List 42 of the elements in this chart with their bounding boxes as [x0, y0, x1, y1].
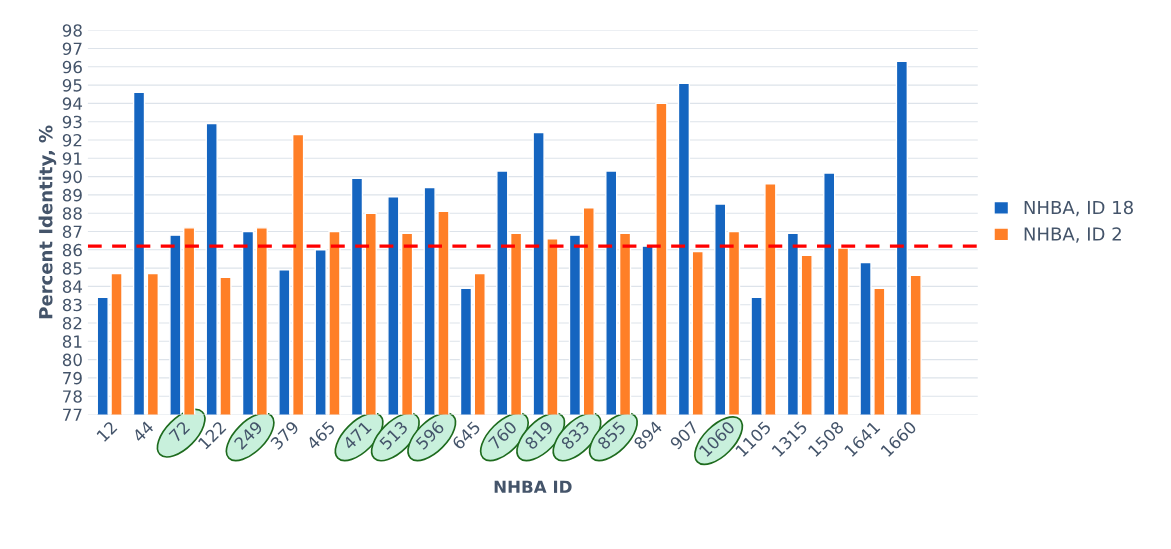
x-tick-label: 833 — [560, 420, 591, 451]
y-tick-label: 95 — [62, 79, 82, 92]
x-tick-label: 471 — [342, 420, 372, 451]
y-tick-label: 89 — [62, 188, 82, 202]
legend-label: NHBA, ID 2 — [1024, 227, 1121, 243]
y-tick-label: 96 — [62, 60, 82, 74]
x-tick-label: 819 — [524, 420, 554, 451]
y-tick-label: 97 — [62, 42, 82, 56]
x-tick-label: 249 — [233, 420, 264, 451]
x-tick-label: 855 — [596, 420, 627, 451]
x-tick-label: 513 — [378, 420, 409, 451]
y-tick-label: 77 — [63, 408, 82, 421]
x-tick-label: 122 — [197, 420, 227, 450]
y-tick-label: 84 — [62, 280, 83, 293]
legend-label: NHBA, ID 18 — [1024, 200, 1133, 217]
y-axis-title: Percent Identity, % — [38, 125, 57, 319]
x-tick-label: 760 — [487, 420, 518, 451]
x-tick-label: 907 — [669, 420, 699, 451]
y-tick-label: 94 — [62, 97, 83, 110]
y-tick-label: 80 — [62, 353, 82, 367]
y-tick-label: 82 — [62, 316, 82, 330]
x-tick-label: 12 — [96, 420, 118, 443]
x-tick-label: 894 — [633, 420, 663, 451]
y-tick-label: 78 — [63, 390, 82, 403]
y-tick-label: 88 — [62, 207, 82, 220]
y-tick-label: 87 — [62, 225, 82, 239]
y-tick-label: 98 — [62, 24, 82, 37]
y-tick-label: 83 — [62, 298, 82, 312]
x-tick-label: 379 — [269, 420, 300, 451]
y-tick-label: 79 — [63, 371, 82, 385]
y-tick-label: 91 — [62, 152, 82, 165]
y-tick-label: 85 — [62, 262, 82, 275]
x-axis-title: NHBA ID — [494, 480, 572, 493]
y-tick-label: 86 — [62, 243, 82, 257]
x-tick-label: 44 — [131, 420, 155, 443]
x-tick-label: 645 — [451, 420, 481, 451]
y-tick-label: 92 — [62, 133, 82, 147]
y-tick-label: 90 — [62, 170, 82, 184]
x-tick-label: 72 — [168, 420, 191, 443]
x-tick-label: 465 — [305, 420, 336, 451]
y-tick-label: 81 — [62, 335, 82, 348]
y-tick-label: 93 — [62, 115, 82, 129]
